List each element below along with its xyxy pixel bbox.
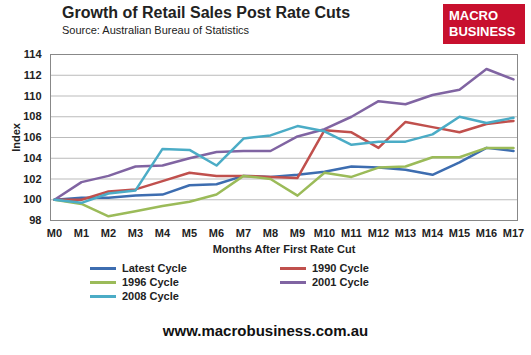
svg-text:M13: M13 [395, 227, 416, 239]
html-text:Latest Cycle: Latest Cycle [122, 262, 187, 274]
svg-text:104: 104 [23, 152, 42, 164]
svg-text:M5: M5 [182, 227, 197, 239]
svg-text:102: 102 [23, 173, 41, 185]
svg-text:M1: M1 [74, 227, 89, 239]
svg-text:M6: M6 [209, 227, 224, 239]
svg-text:M11: M11 [341, 227, 362, 239]
svg-text:M12: M12 [368, 227, 389, 239]
svg-text:112: 112 [24, 69, 42, 81]
html-text:MACRO: MACRO [449, 8, 499, 23]
svg-text:M2: M2 [101, 227, 116, 239]
svg-text:M7: M7 [236, 227, 251, 239]
html-text:Source: Australian Bureau of S: Source: Australian Bureau of Statistics [62, 24, 250, 36]
svg-text:108: 108 [23, 110, 41, 122]
svg-text:100: 100 [23, 193, 41, 205]
svg-text:M0: M0 [47, 227, 62, 239]
html-text:1990 Cycle: 1990 Cycle [312, 262, 369, 274]
svg-text:M16: M16 [476, 227, 497, 239]
svg-text:M4: M4 [155, 227, 171, 239]
svg-text:M3: M3 [128, 227, 143, 239]
html-text:1996 Cycle: 1996 Cycle [122, 276, 179, 288]
svg-text:M10: M10 [314, 227, 335, 239]
svg-text:M15: M15 [449, 227, 470, 239]
svg-text:M14: M14 [422, 227, 444, 239]
svg-text:Index: Index [10, 122, 22, 152]
html-text:www.macrobusiness.com.au: www.macrobusiness.com.au [162, 322, 369, 339]
svg-text:Months After First Rate Cut: Months After First Rate Cut [213, 243, 356, 255]
html-text:Growth of Retail Sales Post Ra: Growth of Retail Sales Post Rate Cuts [62, 4, 351, 21]
svg-text:106: 106 [23, 131, 41, 143]
svg-text:M17: M17 [503, 227, 524, 239]
html-text:2008 Cycle: 2008 Cycle [122, 290, 179, 302]
svg-text:114: 114 [24, 48, 43, 60]
svg-text:110: 110 [24, 90, 42, 102]
html-text:BUSINESS: BUSINESS [449, 24, 516, 39]
svg-text:98: 98 [29, 214, 41, 226]
html-text:2001 Cycle: 2001 Cycle [312, 276, 369, 288]
svg-text:M8: M8 [263, 227, 278, 239]
svg-text:M9: M9 [290, 227, 305, 239]
